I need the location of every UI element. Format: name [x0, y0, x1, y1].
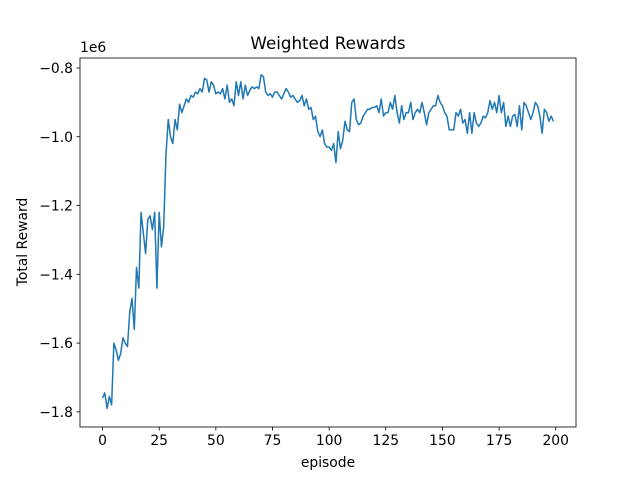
x-tick-label: 100 — [316, 433, 343, 449]
y-axis-label: Total Reward — [15, 198, 31, 288]
y-tick-label: −0.8 — [39, 61, 73, 77]
x-tick-label: 25 — [150, 433, 168, 449]
line-series — [101, 74, 555, 410]
y-tick-label: −1.0 — [39, 130, 73, 146]
y-tick-label: −1.2 — [39, 199, 73, 215]
axes-frame — [79, 57, 577, 428]
y-offset-text: 1e6 — [80, 40, 106, 56]
x-axis-label: episode — [301, 455, 355, 471]
x-tick-label: 0 — [98, 433, 107, 449]
x-tick-label: 200 — [542, 433, 569, 449]
y-tick-label: −1.6 — [39, 336, 73, 352]
x-tick-label: 175 — [486, 433, 513, 449]
x-tick-label: 75 — [264, 433, 282, 449]
y-tick-label: −1.4 — [39, 267, 73, 283]
y-tick-label: −1.8 — [39, 405, 73, 421]
chart-title: Weighted Rewards — [250, 33, 405, 53]
x-tick-label: 125 — [373, 433, 400, 449]
x-tick-label: 50 — [207, 433, 225, 449]
x-tick-label: 150 — [429, 433, 456, 449]
